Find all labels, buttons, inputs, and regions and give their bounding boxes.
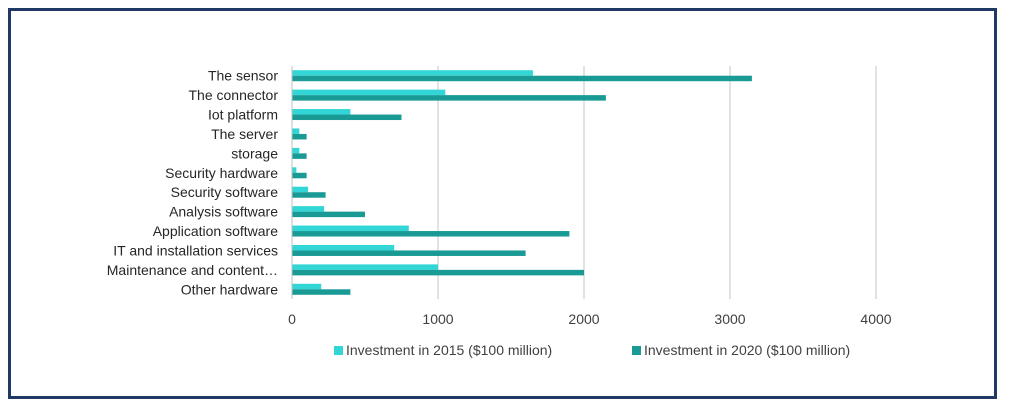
bar-2015 [292, 283, 322, 290]
category-labels: The sensor The connector Iot platform The s… [107, 68, 279, 298]
bar-2015 [292, 89, 446, 96]
category-label: The sensor [208, 68, 278, 84]
category-label: Security hardware [165, 165, 278, 181]
bar-2015 [292, 186, 309, 193]
bar-2020 [292, 269, 584, 276]
legend-item: Investment in 2020 ($100 million) [632, 342, 850, 358]
x-tick-label: 3000 [714, 311, 745, 327]
bar-2015 [292, 109, 351, 115]
legend-swatch [334, 346, 343, 355]
bar-2020 [292, 95, 606, 101]
bar-2020 [292, 289, 351, 295]
x-tick-label: 0 [288, 311, 296, 327]
bar-2020 [292, 153, 307, 159]
bar-2020 [292, 75, 752, 82]
category-label: The server [211, 126, 278, 142]
category-label: Other hardware [181, 281, 278, 297]
category-label: storage [231, 145, 278, 161]
category-label: Iot platform [208, 107, 278, 123]
bar-2020 [292, 192, 326, 198]
bar-2020 [292, 211, 365, 218]
legend-label: Investment in 2020 ($100 million) [644, 342, 850, 358]
bar-2020 [292, 231, 570, 237]
bar-2015 [292, 147, 300, 154]
category-label: Maintenance and content… [107, 262, 278, 278]
category-label: The connector [189, 87, 279, 103]
bar-2020 [292, 172, 307, 179]
bar-2015 [292, 206, 325, 212]
bar-2020 [292, 250, 526, 256]
bar-2015 [292, 264, 438, 270]
x-tick-label: 1000 [422, 311, 453, 327]
category-label: Application software [153, 223, 279, 239]
bar-2015 [292, 128, 300, 134]
bar-2015 [292, 167, 297, 173]
legend-label: Investment in 2015 ($100 million) [346, 342, 552, 358]
category-label: Analysis software [169, 204, 278, 220]
x-tick-label: 2000 [568, 311, 599, 327]
x-tick-labels: 0 1000 2000 3000 4000 [288, 311, 892, 327]
bar-2015 [292, 225, 409, 232]
bar-2015 [292, 244, 395, 251]
bar-2020 [292, 133, 307, 140]
bar-2020 [292, 114, 402, 121]
legend: Investment in 2015 ($100 million) Investm… [334, 342, 850, 358]
category-label: IT and installation services [113, 242, 278, 258]
legend-item: Investment in 2015 ($100 million) [334, 342, 552, 358]
gridlines [437, 66, 877, 299]
bar-2015 [292, 70, 533, 76]
x-tick-label: 4000 [860, 311, 891, 327]
legend-swatch [632, 346, 641, 355]
bars [292, 70, 752, 295]
category-label: Security software [171, 184, 279, 200]
